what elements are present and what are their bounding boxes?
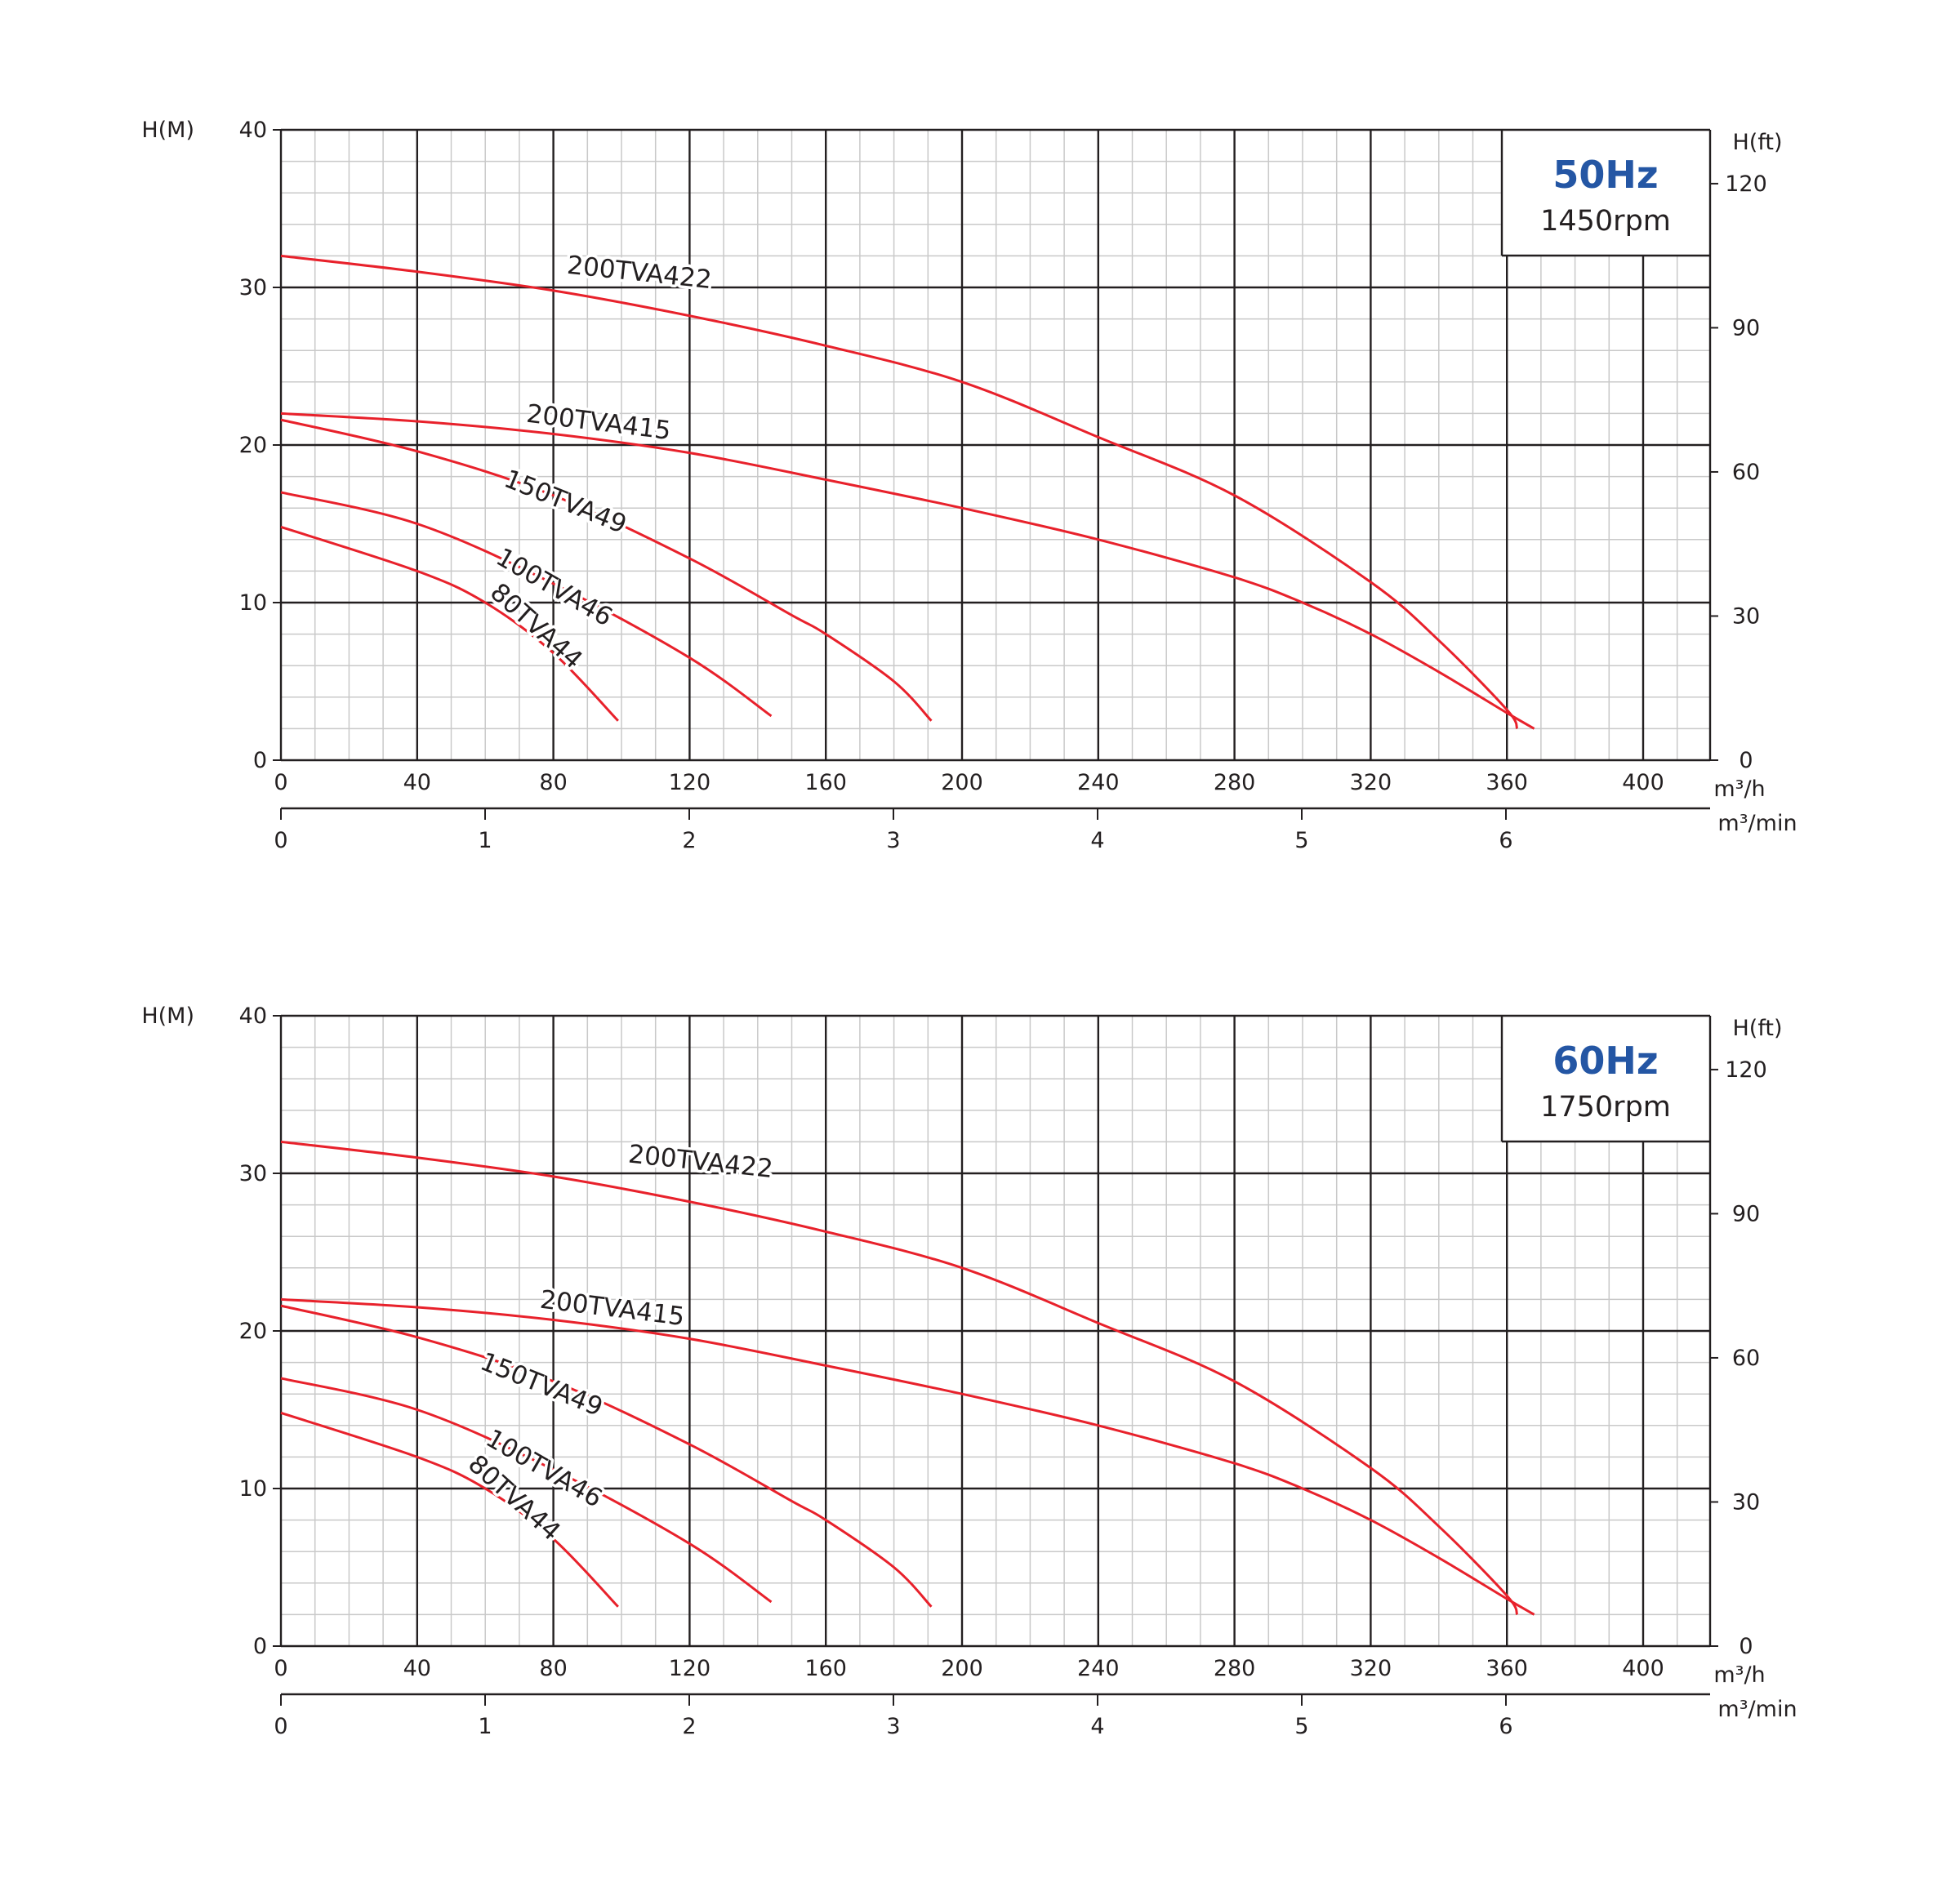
y2-tick-label: 30 [1732, 1489, 1760, 1515]
x-tick-label: 0 [274, 770, 287, 795]
x-tick-label: 400 [1622, 770, 1664, 795]
x-tick-label: 200 [941, 1656, 983, 1681]
x-tick-label: 280 [1214, 770, 1256, 795]
y2-axis-title: H(ft) [1733, 130, 1783, 155]
chart-panel-60hz: 60Hz1750rpm010203040H(M)0306090120H(ft)0… [141, 1004, 1797, 1739]
frequency-box: 60Hz 1750rpm [1500, 1016, 1710, 1143]
frequency-box-background [1502, 1016, 1710, 1141]
x-tick-label: 40 [403, 1656, 431, 1681]
x-tick-label: 120 [669, 1656, 711, 1681]
x2-axis-title: m³/min [1717, 1697, 1797, 1722]
x2-tick-label: 1 [478, 1714, 492, 1739]
x2-tick-label: 5 [1294, 1714, 1308, 1739]
series-line-100tva46 [280, 491, 773, 718]
x2-tick-label: 2 [682, 1714, 696, 1739]
y-tick-label: 20 [239, 1319, 267, 1344]
x2-tick-label: 0 [274, 1714, 287, 1739]
x-tick-label: 400 [1622, 1656, 1664, 1681]
x2-tick-label: 0 [274, 828, 287, 853]
grid [281, 130, 1710, 760]
frequency-label: 60Hz [1552, 1039, 1658, 1083]
frequency-box-background [1502, 130, 1710, 256]
x-tick-label: 360 [1486, 770, 1528, 795]
y2-axis-title: H(ft) [1733, 1016, 1783, 1041]
y2-tick-label: 120 [1725, 171, 1767, 197]
y-tick-label: 10 [239, 1476, 267, 1502]
y-axis-title: H(M) [141, 118, 194, 143]
y-tick-label: 30 [239, 275, 267, 300]
y-tick-label: 40 [239, 1004, 267, 1029]
x-tick-label: 80 [539, 770, 567, 795]
y2-tick-label: 0 [1739, 1634, 1753, 1659]
series-label-200tva415: 200TVA415 [538, 1285, 686, 1332]
grid [281, 1016, 1710, 1646]
y2-tick-label: 90 [1732, 1201, 1760, 1226]
x-tick-label: 240 [1077, 1656, 1120, 1681]
y2-tick-label: 60 [1732, 1346, 1760, 1371]
series-line-80tva44 [280, 525, 619, 722]
x-tick-label: 360 [1486, 1656, 1528, 1681]
y-axis-title: H(M) [141, 1004, 194, 1029]
series-line-150tva49 [280, 418, 933, 722]
x-tick-label: 320 [1350, 1656, 1392, 1681]
y2-tick-label: 0 [1739, 748, 1753, 773]
x2-tick-label: 4 [1090, 1714, 1104, 1739]
x-tick-label: 40 [403, 770, 431, 795]
chart-panel-50hz: 50Hz1450rpm010203040H(M)0306090120H(ft)0… [141, 118, 1797, 853]
x2-tick-label: 6 [1499, 1714, 1512, 1739]
x2-tick-label: 1 [478, 828, 492, 853]
x-tick-label: 160 [804, 1656, 847, 1681]
y-tick-label: 0 [253, 1634, 267, 1659]
y-tick-label: 0 [253, 748, 267, 773]
x-tick-label: 160 [804, 770, 847, 795]
frequency-label: 50Hz [1552, 153, 1658, 197]
x2-tick-label: 6 [1499, 828, 1512, 853]
series-label-200tva422: 200TVA422 [627, 1140, 775, 1184]
y2-tick-label: 120 [1725, 1057, 1767, 1083]
series-line-200tva415 [280, 412, 1535, 730]
x2-tick-label: 5 [1294, 828, 1308, 853]
x-axis-title: m³/h [1713, 1662, 1765, 1688]
series-line-150tva49 [280, 1304, 933, 1608]
series-label-group-200tva422: 200TVA422 [624, 1137, 777, 1186]
x2-tick-label: 4 [1090, 828, 1104, 853]
speed-label: 1450rpm [1540, 205, 1671, 238]
x2-tick-label: 2 [682, 828, 696, 853]
series-line-100tva46 [280, 1377, 773, 1604]
frequency-box: 50Hz 1450rpm [1500, 130, 1710, 257]
x-tick-label: 200 [941, 770, 983, 795]
y2-tick-label: 60 [1732, 460, 1760, 485]
x2-tick-label: 3 [886, 1714, 900, 1739]
y-tick-label: 30 [239, 1161, 267, 1186]
speed-label: 1750rpm [1540, 1091, 1671, 1124]
series-line-80tva44 [280, 1411, 619, 1608]
x-tick-label: 240 [1077, 770, 1120, 795]
y-tick-label: 20 [239, 433, 267, 458]
y2-tick-label: 30 [1732, 603, 1760, 629]
y2-tick-label: 90 [1732, 315, 1760, 340]
series-line-200tva422 [280, 1140, 1519, 1616]
y-tick-label: 10 [239, 590, 267, 616]
series-label-group-200tva415: 200TVA415 [536, 1282, 689, 1334]
x-tick-label: 280 [1214, 1656, 1256, 1681]
x2-axis-title: m³/min [1717, 811, 1797, 836]
y-tick-label: 40 [239, 118, 267, 143]
x2-tick-label: 3 [886, 828, 900, 853]
x-tick-label: 120 [669, 770, 711, 795]
x-tick-label: 320 [1350, 770, 1392, 795]
x-tick-label: 80 [539, 1656, 567, 1681]
series-line-200tva415 [280, 1297, 1535, 1616]
x-tick-label: 0 [274, 1656, 287, 1681]
x-axis-title: m³/h [1713, 777, 1765, 802]
series-line-200tva422 [280, 254, 1519, 730]
